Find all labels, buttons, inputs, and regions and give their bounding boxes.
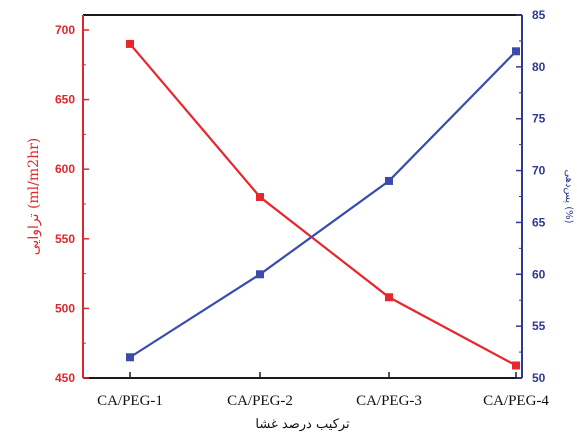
y-right-tick-label: 85 [532, 8, 546, 22]
y-right-tick-label: 60 [532, 267, 546, 281]
y-right-axis-title: پس‌دهی (%) [563, 169, 574, 223]
data-point-rejection [256, 270, 264, 279]
x-tick-label: CA/PEG-3 [356, 393, 422, 409]
y-right-tick-label: 70 [532, 164, 546, 178]
y-right-tick-label: 75 [532, 112, 546, 126]
y-left-tick-label: 550 [55, 232, 75, 246]
data-point-permeability [126, 39, 134, 48]
x-tick-label: CA/PEG-2 [227, 393, 293, 409]
y-left-tick-label: 600 [55, 162, 75, 176]
y-right-tick-label: 55 [532, 319, 546, 333]
y-right-tick-label: 80 [532, 60, 546, 74]
data-point-rejection [126, 353, 134, 362]
x-tick-label: CA/PEG-4 [483, 393, 549, 409]
data-point-permeability [512, 361, 520, 370]
y-right-tick-label: 50 [532, 371, 546, 385]
y-left-tick-label: 500 [55, 301, 75, 315]
series-line-permeability [129, 43, 517, 367]
y-left-tick-label: 700 [55, 23, 75, 37]
x-tick-label: CA/PEG-1 [97, 393, 163, 409]
data-point-rejection [512, 47, 520, 56]
data-point-rejection [385, 176, 393, 185]
y-left-tick-label: 650 [55, 93, 75, 107]
x-axis-title: ترکیب درصد غشا [255, 417, 350, 432]
y-left-axis-title: تراوایی (ml/m2hr) [26, 138, 42, 255]
y-right-tick-label: 65 [532, 215, 546, 229]
data-point-permeability [256, 193, 264, 202]
data-point-permeability [385, 293, 393, 302]
y-left-tick-label: 450 [55, 371, 75, 385]
series-line-rejection [129, 50, 517, 359]
